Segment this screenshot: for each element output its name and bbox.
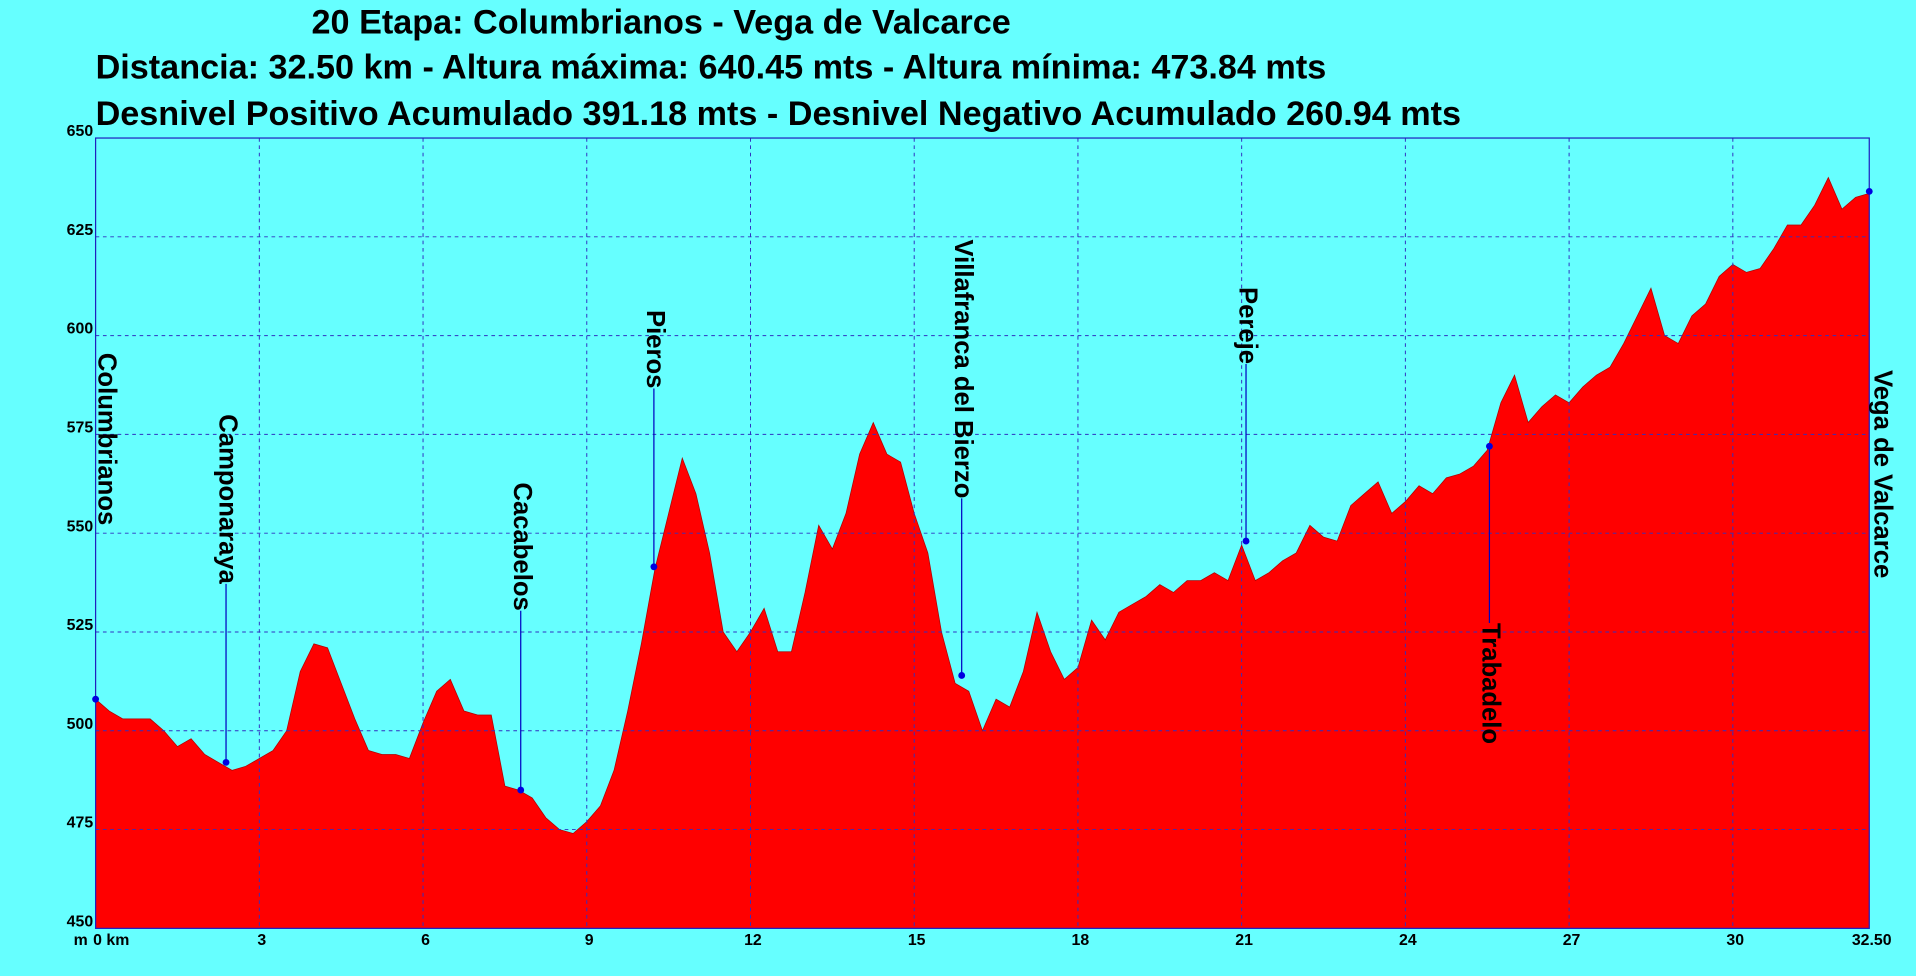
x-tick-label: 0 km: [93, 932, 129, 949]
y-tick-label: 600: [67, 321, 94, 338]
x-tick-label: 32.50: [1852, 932, 1892, 949]
waypoint-label: Camponaraya: [213, 414, 241, 584]
waypoint-label: Vega de Valcarce: [1869, 370, 1897, 578]
waypoint-marker: [517, 786, 525, 794]
waypoint-label: Trabadelo: [1477, 623, 1505, 744]
x-tick-label: 9: [585, 932, 594, 949]
waypoint-marker: [1242, 537, 1250, 545]
y-tick-label: 650: [67, 123, 94, 140]
elevation-area: [95, 176, 1870, 929]
waypoint-label: Cacabelos: [508, 482, 536, 610]
chart-subtitle: Distancia: 32.50 km - Altura máxima: 640…: [96, 49, 1327, 87]
chart-title: 20 Etapa: Columbrianos - Vega de Valcarc…: [312, 3, 1011, 41]
plot-border: [94, 137, 1870, 929]
x-tick-label: 24: [1399, 932, 1417, 949]
y-tick-label: 575: [67, 419, 94, 436]
x-tick-label: 30: [1726, 932, 1744, 949]
waypoint-label: Villafranca del Bierzo: [949, 239, 977, 498]
x-tick-label: 27: [1563, 932, 1581, 949]
waypoint-marker: [1486, 442, 1493, 450]
waypoint-marker: [650, 563, 658, 571]
waypoint-label: Pieros: [641, 310, 669, 388]
x-tick-label: 15: [908, 932, 926, 949]
x-tick-label: 18: [1072, 932, 1090, 949]
waypoint-marker: [222, 758, 230, 766]
x-tick-label: 6: [421, 932, 430, 949]
y-unit-label: m: [74, 932, 88, 949]
y-tick-label: 475: [67, 815, 94, 832]
waypoint-label: Columbrianos: [93, 353, 121, 525]
y-tick-label: 625: [67, 222, 94, 239]
y-tick-label: 500: [67, 716, 94, 733]
y-tick-label: 525: [67, 617, 94, 634]
x-tick-label: 12: [744, 932, 762, 949]
y-tick-label: 550: [67, 518, 94, 535]
waypoint-marker: [1865, 187, 1873, 195]
waypoint-label: Pereje: [1233, 287, 1261, 364]
x-tick-label: 21: [1235, 932, 1253, 949]
waypoint-marker: [958, 672, 966, 679]
y-tick-label: 450: [67, 913, 94, 930]
x-tick-label: 3: [257, 932, 266, 949]
waypoint-marker: [92, 695, 100, 703]
chart-subtitle: Desnivel Positivo Acumulado 391.18 mts -…: [96, 95, 1461, 133]
